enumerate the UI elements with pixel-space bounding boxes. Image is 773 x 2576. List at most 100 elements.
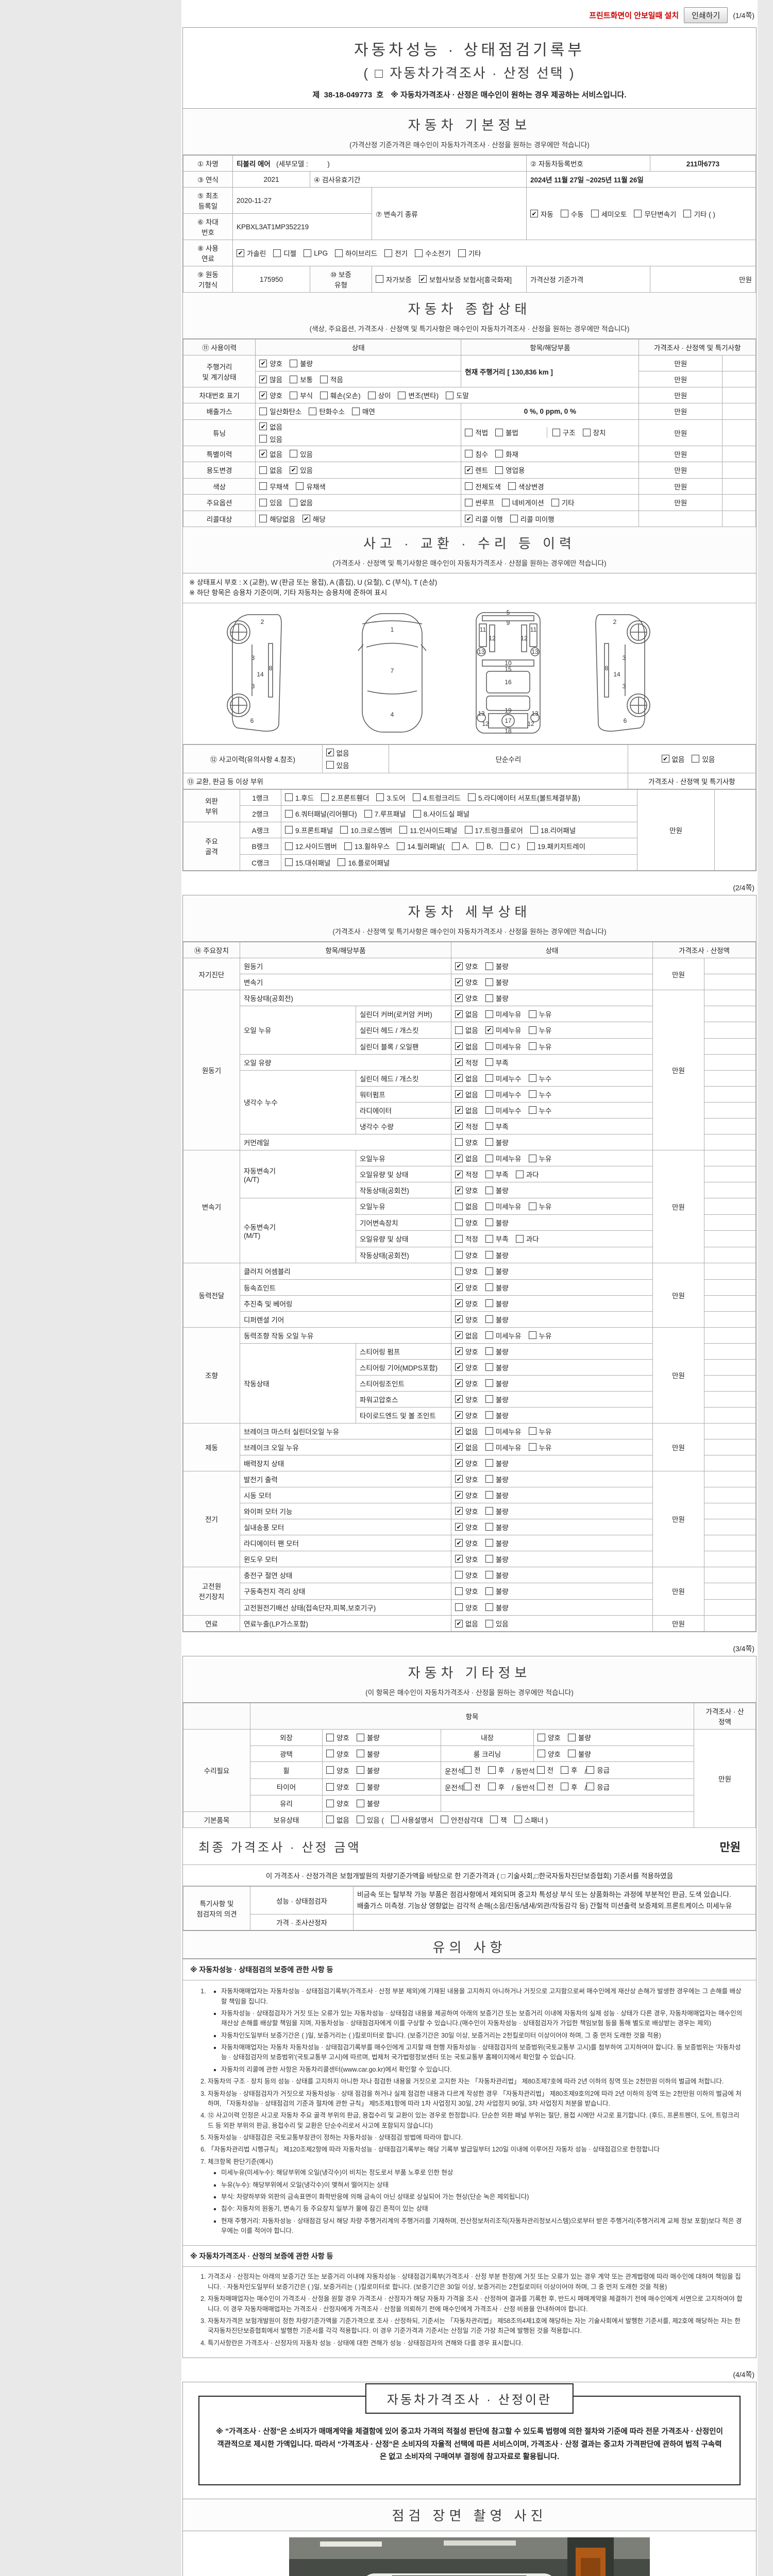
- checkbox[interactable]: [320, 391, 328, 399]
- checkbox[interactable]: ✔: [455, 1491, 463, 1499]
- checkbox[interactable]: ✔: [455, 1058, 463, 1066]
- checkbox[interactable]: [530, 826, 538, 834]
- checkbox[interactable]: [290, 450, 298, 458]
- checkbox[interactable]: ✔: [455, 1539, 463, 1547]
- checkbox[interactable]: [326, 1783, 334, 1791]
- checkbox[interactable]: [304, 249, 312, 257]
- checkbox[interactable]: [356, 1750, 364, 1757]
- checkbox[interactable]: [458, 249, 466, 257]
- checkbox-option[interactable]: 불량: [485, 1185, 509, 1195]
- checkbox-option[interactable]: 있음: [692, 754, 715, 764]
- checkbox-option[interactable]: 누수: [528, 1089, 551, 1099]
- checkbox-option[interactable]: ✔ 적정: [455, 1121, 478, 1131]
- checkbox[interactable]: [285, 858, 293, 866]
- checkbox[interactable]: ✔: [465, 515, 473, 523]
- checkbox-option[interactable]: 없음: [259, 465, 282, 475]
- checkbox[interactable]: [495, 428, 503, 436]
- checkbox[interactable]: [455, 1138, 463, 1146]
- checkbox[interactable]: [326, 761, 334, 769]
- checkbox-option[interactable]: 15.대쉬패널: [285, 857, 330, 868]
- checkbox-option[interactable]: 없음: [326, 1815, 349, 1825]
- checkbox-option[interactable]: 전: [464, 1765, 481, 1775]
- checkbox-option[interactable]: ✔ 양호: [455, 993, 478, 1003]
- checkbox-option[interactable]: 부족: [485, 1121, 509, 1131]
- checkbox[interactable]: [326, 1733, 334, 1741]
- checkbox-option[interactable]: 사용설명서: [391, 1815, 433, 1825]
- checkbox[interactable]: [485, 1299, 493, 1307]
- checkbox[interactable]: ✔: [455, 1010, 463, 1018]
- checkbox-option[interactable]: 구조: [552, 427, 576, 437]
- checkbox[interactable]: [485, 1443, 493, 1451]
- checkbox[interactable]: [259, 466, 267, 474]
- checkbox[interactable]: [285, 842, 293, 850]
- checkbox-option[interactable]: 불량: [485, 1298, 509, 1309]
- checkbox-option[interactable]: ✔ 있음: [290, 465, 313, 475]
- checkbox-option[interactable]: ✔ 양호: [455, 1394, 478, 1404]
- checkbox-option[interactable]: 화재: [495, 449, 518, 459]
- checkbox-option[interactable]: ✔ 양호: [455, 977, 478, 987]
- checkbox[interactable]: [290, 498, 298, 506]
- checkbox-option[interactable]: 불량: [485, 1137, 509, 1147]
- checkbox[interactable]: [490, 1816, 498, 1823]
- checkbox[interactable]: ✔: [455, 1347, 463, 1355]
- checkbox-option[interactable]: 무채색: [259, 481, 289, 492]
- print-install-hint[interactable]: 프린트화면이 안보일때 설치: [589, 11, 679, 20]
- checkbox-option[interactable]: 불량: [485, 1378, 509, 1388]
- checkbox[interactable]: [326, 1799, 334, 1807]
- checkbox-option[interactable]: 하이브리드: [335, 248, 377, 258]
- checkbox-option[interactable]: 부족: [485, 1233, 509, 1244]
- checkbox[interactable]: [485, 1283, 493, 1291]
- checkbox-option[interactable]: 불량: [485, 1346, 509, 1357]
- checkbox[interactable]: [326, 1750, 334, 1757]
- checkbox-option[interactable]: 전: [464, 1782, 481, 1792]
- checkbox[interactable]: [290, 359, 298, 367]
- checkbox[interactable]: [485, 1555, 493, 1563]
- checkbox[interactable]: [485, 978, 493, 986]
- checkbox[interactable]: ✔: [259, 450, 267, 458]
- checkbox[interactable]: [259, 515, 267, 522]
- checkbox-option[interactable]: A,: [452, 842, 469, 850]
- checkbox-option[interactable]: ✔ 양호: [455, 1298, 478, 1309]
- checkbox-option[interactable]: 불량: [485, 1410, 509, 1420]
- checkbox-option[interactable]: ✔ 없음: [326, 748, 349, 758]
- checkbox[interactable]: ✔: [455, 1619, 463, 1628]
- checkbox-option[interactable]: 양호: [455, 1250, 478, 1260]
- checkbox-option[interactable]: 10.크로스멤버: [340, 825, 392, 835]
- checkbox[interactable]: ✔: [455, 1186, 463, 1194]
- checkbox-option[interactable]: ✔ 양호: [455, 961, 478, 971]
- checkbox-option[interactable]: 7.루프패널: [364, 808, 406, 819]
- checkbox-option[interactable]: ✔ 적정: [455, 1169, 478, 1179]
- checkbox-option[interactable]: ✔ 양호: [259, 390, 282, 400]
- checkbox-option[interactable]: ✔ 양호: [455, 1282, 478, 1293]
- checkbox-option[interactable]: 상이: [367, 390, 391, 400]
- checkbox-option[interactable]: 전: [536, 1765, 553, 1775]
- checkbox-option[interactable]: 불량: [290, 358, 313, 368]
- checkbox[interactable]: ✔: [418, 275, 427, 283]
- checkbox-option[interactable]: 적음: [320, 374, 343, 384]
- checkbox[interactable]: [455, 1202, 463, 1210]
- checkbox[interactable]: [488, 1766, 496, 1774]
- checkbox[interactable]: ✔: [455, 1331, 463, 1339]
- checkbox[interactable]: [485, 1154, 493, 1162]
- checkbox[interactable]: [514, 1816, 522, 1823]
- checkbox-option[interactable]: 불량: [356, 1749, 380, 1759]
- checkbox[interactable]: [485, 1010, 493, 1018]
- checkbox[interactable]: [455, 1218, 463, 1226]
- checkbox[interactable]: [683, 210, 692, 217]
- checkbox[interactable]: [290, 375, 298, 383]
- checkbox-option[interactable]: 응급: [586, 1765, 610, 1775]
- checkbox-option[interactable]: ✔ 양호: [455, 1474, 478, 1484]
- checkbox[interactable]: ✔: [455, 1363, 463, 1371]
- checkbox[interactable]: [485, 1138, 493, 1146]
- checkbox-option[interactable]: 없음: [455, 1201, 478, 1211]
- checkbox[interactable]: [415, 249, 423, 257]
- checkbox[interactable]: ✔: [455, 994, 463, 1002]
- checkbox[interactable]: [515, 1170, 524, 1178]
- checkbox[interactable]: [485, 962, 493, 970]
- checkbox[interactable]: ✔: [455, 1090, 463, 1098]
- checkbox[interactable]: [485, 1411, 493, 1419]
- checkbox[interactable]: [465, 450, 473, 457]
- checkbox[interactable]: ✔: [259, 375, 267, 383]
- checkbox-option[interactable]: 미세누유: [485, 1426, 522, 1436]
- checkbox-option[interactable]: 전: [536, 1782, 553, 1792]
